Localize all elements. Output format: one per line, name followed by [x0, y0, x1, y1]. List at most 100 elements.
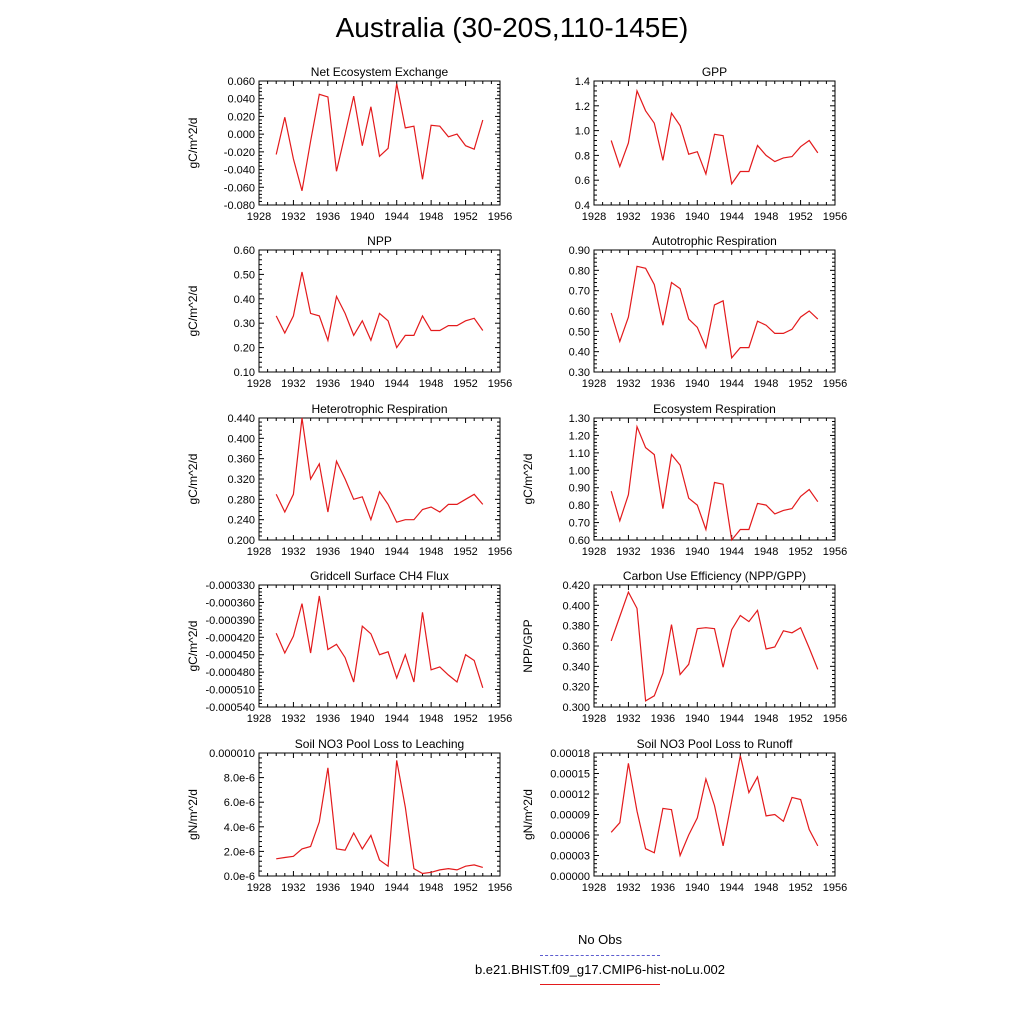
x-tick-label: 1932	[616, 713, 640, 725]
chart-title: NPP	[367, 234, 392, 248]
y-tick-label: 0.000010	[209, 748, 255, 760]
x-tick-label: 1932	[616, 378, 640, 390]
chart-gridcell-surface-ch4-flux: Gridcell Surface CH4 Flux 1928 1932 1936 194…	[186, 569, 512, 725]
x-tick-label: 1952	[453, 546, 477, 558]
y-tick-label: 0.80	[569, 500, 590, 512]
y-tick-label: 0.000	[227, 129, 255, 141]
y-tick-label: -0.020	[224, 147, 255, 159]
x-tick-label: 1952	[788, 713, 812, 725]
chart-title: Soil NO3 Pool Loss to Leaching	[295, 737, 464, 751]
y-axis-label: gC/m^2/d	[186, 454, 200, 505]
y-tick-label: 0.360	[227, 454, 255, 466]
chart-soil-no3-pool-loss-to-leaching: Soil NO3 Pool Loss to Leaching 1928 1932 19…	[186, 737, 512, 894]
x-tick-label: 1940	[685, 211, 709, 223]
y-tick-label: 1.2	[575, 101, 590, 113]
chart-title: Ecosystem Respiration	[653, 402, 776, 416]
x-tick-label: 1956	[823, 546, 847, 558]
x-tick-label: 1944	[384, 713, 408, 725]
chart-autotrophic-respiration: Autotrophic Respiration 1928 1932 1936 1940 1…	[569, 234, 848, 390]
y-tick-label: 0.90	[569, 483, 590, 495]
x-tick-label: 1936	[316, 713, 340, 725]
chart-title: Carbon Use Efficiency (NPP/GPP)	[623, 569, 806, 583]
series-line	[275, 83, 484, 191]
y-tick-label: 0.30	[569, 367, 590, 379]
y-axis-label: gC/m^2/d	[186, 621, 200, 672]
series-line	[275, 595, 484, 688]
chart-soil-no3-pool-loss-to-runoff: Soil NO3 Pool Loss to Runoff 1928 1932 1936…	[521, 737, 847, 894]
y-tick-label: -0.000330	[205, 580, 255, 592]
y-tick-label: 0.320	[562, 682, 590, 694]
y-tick-label: 0.4	[575, 200, 590, 212]
x-tick-label: 1944	[384, 378, 408, 390]
y-tick-label: -0.000390	[205, 615, 255, 627]
chart-npp: NPP 1928 1932 1936 1940 1944 1948 1952 1956 0.10 0…	[186, 234, 512, 390]
plot-frame	[258, 584, 501, 708]
x-tick-label: 1948	[754, 882, 778, 894]
x-tick-label: 1952	[453, 211, 477, 223]
y-tick-label: 0.60	[569, 535, 590, 547]
x-tick-label: 1956	[488, 546, 512, 558]
x-tick-label: 1928	[247, 546, 271, 558]
x-tick-label: 1944	[719, 546, 743, 558]
chart-title: Autotrophic Respiration	[652, 234, 777, 248]
y-tick-label: 1.10	[569, 448, 590, 460]
y-tick-label: 0.380	[562, 621, 590, 633]
x-tick-label: 1928	[582, 378, 606, 390]
y-axis-label: gC/m^2/d	[186, 118, 200, 169]
y-tick-label: 0.00018	[550, 748, 590, 760]
x-tick-label: 1932	[616, 882, 640, 894]
y-axis-label: gN/m^2/d	[521, 789, 535, 840]
y-tick-label: 0.60	[234, 245, 255, 257]
x-tick-label: 1952	[453, 882, 477, 894]
y-tick-label: 0.10	[234, 367, 255, 379]
chart-gpp: GPP 1928 1932 1936 1940 1944 1948 1952 1956 0.4 0.…	[575, 65, 848, 223]
plot-frame	[593, 249, 836, 373]
x-tick-label: 1928	[247, 713, 271, 725]
y-tick-label: 1.00	[569, 465, 590, 477]
x-tick-label: 1952	[788, 378, 812, 390]
y-tick-label: 0.70	[569, 518, 590, 530]
x-tick-label: 1948	[419, 546, 443, 558]
y-tick-label: 0.360	[562, 641, 590, 653]
x-tick-label: 1956	[823, 882, 847, 894]
x-tick-label: 1936	[316, 546, 340, 558]
series-line	[610, 590, 819, 702]
y-tick-label: -0.000420	[205, 632, 255, 644]
page-title: Australia (30-20S,110-145E)	[335, 12, 689, 43]
y-tick-label: 0.30	[234, 318, 255, 330]
x-tick-label: 1940	[685, 882, 709, 894]
x-tick-label: 1928	[582, 211, 606, 223]
y-tick-label: 0.40	[234, 294, 255, 306]
x-tick-label: 1952	[453, 713, 477, 725]
x-tick-label: 1940	[350, 713, 374, 725]
series-line	[610, 88, 819, 186]
x-tick-label: 1944	[384, 211, 408, 223]
x-tick-label: 1940	[685, 378, 709, 390]
x-tick-label: 1956	[488, 713, 512, 725]
y-tick-label: 4.0e-6	[224, 822, 255, 834]
x-tick-label: 1936	[316, 211, 340, 223]
x-tick-label: 1956	[488, 378, 512, 390]
chart-ecosystem-respiration: Ecosystem Respiration 1928 1932 1936 1940 194…	[521, 402, 847, 558]
x-tick-label: 1944	[719, 882, 743, 894]
x-tick-label: 1956	[823, 378, 847, 390]
y-tick-label: 2.0e-6	[224, 846, 255, 858]
y-tick-label: 0.0e-6	[224, 871, 255, 883]
x-tick-label: 1932	[281, 211, 305, 223]
x-tick-label: 1948	[754, 713, 778, 725]
x-tick-label: 1956	[488, 211, 512, 223]
x-tick-label: 1940	[350, 211, 374, 223]
x-tick-label: 1936	[651, 882, 675, 894]
y-tick-label: 0.240	[227, 515, 255, 527]
y-axis-label: gC/m^2/d	[521, 454, 535, 505]
legend-line-model	[540, 984, 660, 985]
y-tick-label: 0.50	[234, 269, 255, 281]
x-tick-label: 1936	[651, 713, 675, 725]
x-tick-label: 1940	[350, 882, 374, 894]
y-tick-label: 0.020	[227, 111, 255, 123]
x-tick-label: 1928	[247, 211, 271, 223]
x-tick-label: 1956	[823, 713, 847, 725]
y-tick-label: 6.0e-6	[224, 797, 255, 809]
y-axis-label: NPP/GPP	[521, 619, 535, 672]
